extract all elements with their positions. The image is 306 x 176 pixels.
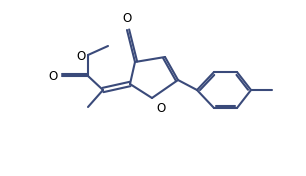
Text: O: O <box>156 102 165 115</box>
Text: O: O <box>49 70 58 83</box>
Text: O: O <box>77 49 86 62</box>
Text: O: O <box>122 12 132 25</box>
